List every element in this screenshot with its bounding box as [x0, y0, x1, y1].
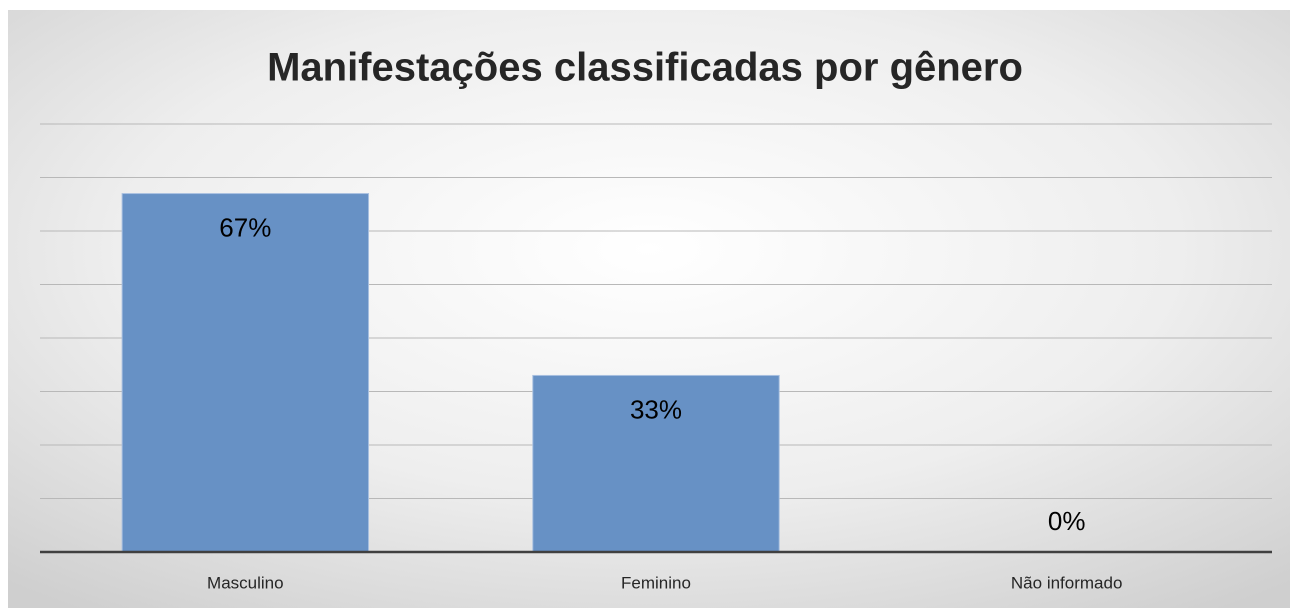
chart-title: Manifestações classificadas por gênero — [267, 46, 1023, 90]
data-label: 67% — [219, 212, 271, 242]
x-tick-label: Masculino — [207, 573, 284, 592]
data-label: 0% — [1048, 506, 1086, 536]
x-tick-label: Feminino — [621, 573, 691, 592]
data-label: 33% — [630, 394, 682, 424]
bar — [532, 374, 780, 553]
x-tick-label: Não informado — [1011, 573, 1123, 592]
bar — [121, 193, 370, 553]
